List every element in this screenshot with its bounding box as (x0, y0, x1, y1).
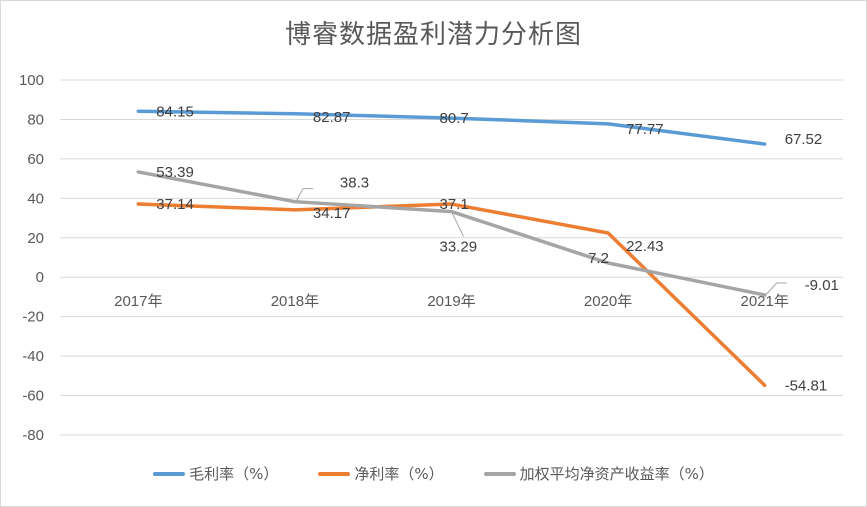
x-tick-label: 2021年 (741, 293, 789, 310)
legend-item: 净利率（%） (318, 463, 444, 484)
y-tick-label: 40 (27, 190, 44, 207)
legend-label: 净利率（%） (354, 465, 444, 483)
leader-line (765, 282, 787, 296)
data-label: 84.15 (156, 103, 194, 120)
data-label: 82.87 (313, 109, 351, 126)
data-label: 53.39 (156, 164, 194, 181)
legend-item: 毛利率（%） (153, 463, 278, 484)
leader-line (295, 188, 313, 202)
data-label: 38.3 (340, 175, 369, 192)
series-line-0 (136, 109, 767, 146)
data-label: 67.52 (785, 131, 823, 148)
chart-title: 博睿数据盈利潜力分析图 (284, 20, 582, 50)
y-tick-label: -60 (22, 388, 44, 405)
y-tick-label: 100 (19, 72, 44, 89)
legend-swatch (153, 471, 186, 476)
legend-swatch (483, 471, 516, 476)
y-tick-label: 0 (36, 269, 44, 286)
y-tick-label: -80 (22, 427, 44, 444)
y-tick-label: -20 (22, 309, 44, 326)
x-tick-label: 2018年 (271, 293, 319, 310)
data-label: 33.29 (440, 239, 478, 256)
y-tick-label: 80 (27, 111, 44, 128)
data-label: 37.1 (440, 196, 469, 213)
data-label: 22.43 (626, 238, 664, 255)
leader-line (451, 211, 464, 237)
chart-legend: 毛利率（%） 净利率（%） 加权平均净资产收益率（%） (0, 463, 867, 484)
legend-label: 加权平均净资产收益率（%） (519, 465, 714, 483)
data-label: 37.14 (156, 196, 194, 213)
series-line-1 (136, 202, 767, 388)
legend-label: 毛利率（%） (189, 465, 279, 483)
legend-item: 加权平均净资产收益率（%） (483, 463, 714, 484)
x-tick-label: 2017年 (114, 293, 162, 310)
data-label: -9.01 (805, 277, 839, 294)
data-label: 80.7 (440, 110, 469, 127)
data-label: 7.2 (588, 250, 609, 267)
legend-swatch (318, 471, 351, 476)
data-label: -54.81 (785, 377, 828, 394)
x-tick-label: 2020年 (584, 293, 632, 310)
x-tick-label: 2019年 (427, 293, 475, 310)
y-tick-label: 60 (27, 151, 44, 168)
series-line-2 (136, 170, 767, 297)
data-label: 34.17 (313, 205, 351, 222)
y-tick-label: -40 (22, 348, 44, 365)
y-tick-label: 20 (27, 230, 44, 247)
data-label: 77.77 (626, 121, 664, 138)
